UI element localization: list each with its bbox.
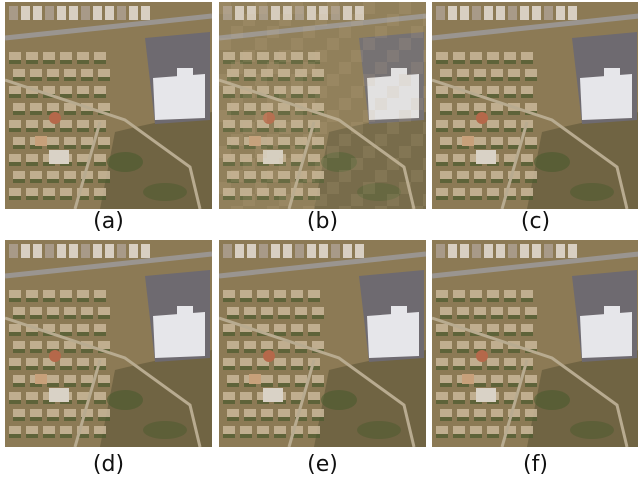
aerial-image — [219, 2, 426, 209]
panel-label-e: (e) — [307, 452, 338, 477]
image-panel-c — [432, 2, 638, 209]
image-panel-f — [432, 240, 638, 447]
panel-label-d: (d) — [92, 452, 125, 477]
panel-label-f: (f) — [523, 452, 548, 477]
image-panel-b — [219, 2, 426, 209]
aerial-image — [5, 2, 212, 209]
panel-label-b: (b) — [306, 209, 339, 234]
panel-label-a: (a) — [93, 209, 124, 234]
image-panel-e — [219, 240, 426, 447]
aerial-image — [219, 240, 426, 447]
image-panel-d — [5, 240, 212, 447]
image-panel-a — [5, 2, 212, 209]
aerial-image — [5, 240, 212, 447]
aerial-image — [432, 2, 638, 209]
panel-label-c: (c) — [520, 209, 551, 234]
aerial-image — [432, 240, 638, 447]
